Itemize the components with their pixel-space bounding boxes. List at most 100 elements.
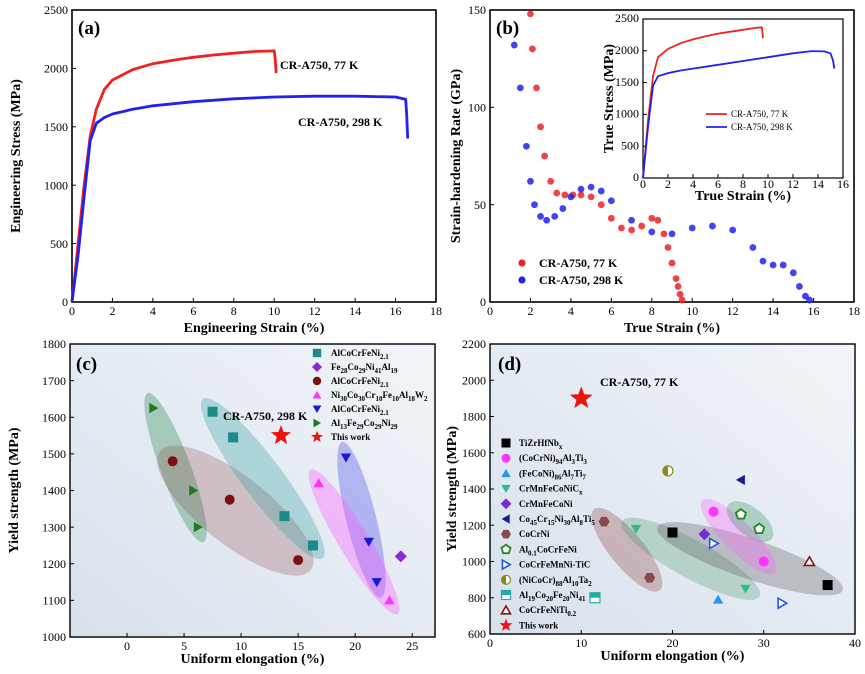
- y-tick-label: 1400: [42, 484, 66, 498]
- y-tick-label: 0: [62, 295, 68, 309]
- y-tick-label: 0: [633, 170, 639, 184]
- cluster-ellipse: [657, 522, 844, 596]
- hardening-point: [796, 283, 803, 290]
- y-tick-label: 2500: [44, 3, 68, 17]
- x-tick-label: 6: [608, 304, 614, 318]
- data-point: [193, 521, 203, 533]
- hardening-point: [547, 177, 555, 185]
- hardening-point: [769, 261, 777, 269]
- data-point: [708, 506, 719, 517]
- hardening-point: [527, 177, 534, 185]
- y-tick-label: 1300: [42, 520, 66, 534]
- hardening-point: [537, 123, 544, 131]
- hardening-point: [527, 10, 534, 18]
- legend-marker: [499, 618, 513, 631]
- legend-text: CR-A750, 298 K: [539, 273, 624, 287]
- legend-text: AlCoCrFeNi2.1: [331, 404, 389, 417]
- x-tick-label: 12: [787, 177, 799, 191]
- data-point: [363, 537, 374, 547]
- x-axis-label: Engineering Strain (%): [184, 321, 325, 336]
- hardening-point: [553, 189, 561, 197]
- hardening-point: [729, 226, 737, 234]
- hardening-point: [749, 244, 757, 251]
- hardening-point: [674, 283, 682, 290]
- inset-curve-1: [642, 50, 836, 179]
- x-tick-label: 6: [190, 304, 196, 318]
- x-tick-label: 14: [767, 304, 779, 318]
- plot-frame: [489, 9, 855, 303]
- data-point: [207, 406, 218, 417]
- hardening-point: [541, 152, 548, 160]
- data-point: [384, 595, 395, 605]
- data-point: [667, 527, 678, 538]
- this-work-label: CR-A750, 77 K: [600, 375, 679, 389]
- x-tick-label: 10: [575, 636, 587, 650]
- y-tick-label: 100: [468, 101, 486, 115]
- x-tick-label: 20: [667, 636, 679, 650]
- y-tick-label: 150: [468, 3, 486, 17]
- hardening-point: [618, 224, 625, 232]
- cluster-ellipse: [700, 498, 777, 575]
- panel-label: (c): [76, 354, 97, 375]
- y-axis-label: Yield strength (MPa): [445, 426, 460, 552]
- legend-text: (NiCoCr)88Al10Ta2: [519, 575, 592, 588]
- hardening-point: [779, 261, 787, 269]
- legend-text: Al0.1CoCrFeNi: [519, 544, 577, 557]
- legend-marker: [311, 430, 323, 443]
- hardening-point: [597, 187, 605, 195]
- data-point: [708, 537, 720, 550]
- hardening-point: [709, 222, 716, 230]
- hardening-point: [551, 212, 559, 220]
- y-tick-label: 1500: [42, 447, 66, 461]
- x-tick-label: 20: [349, 639, 361, 653]
- y-tick-label: 1000: [615, 107, 639, 121]
- data-point: [271, 425, 291, 445]
- legend-marker: [518, 276, 526, 284]
- y-tick-label: 500: [621, 138, 639, 152]
- hardening-point: [587, 193, 595, 201]
- x-tick-label: 14: [812, 177, 824, 191]
- x-tick-label: 14: [349, 304, 361, 318]
- x-tick-label: 16: [390, 304, 402, 318]
- hardening-point: [607, 214, 615, 222]
- hardening-point: [529, 45, 536, 53]
- cluster-ellipse: [157, 445, 314, 576]
- panel-label: (b): [496, 18, 519, 39]
- x-tick-label: 30: [758, 636, 770, 650]
- hardening-point: [523, 142, 530, 150]
- y-tick-label: 1600: [462, 446, 486, 460]
- legend-marker: [501, 438, 511, 448]
- curve-label: CR-A750, 77 K: [280, 58, 359, 72]
- legend-marker: [501, 558, 512, 571]
- x-tick-label: 6: [715, 177, 721, 191]
- x-tick-label: 0: [640, 177, 646, 191]
- x-tick-label: 10: [268, 304, 280, 318]
- x-tick-label: 2: [109, 304, 115, 318]
- hardening-point: [559, 205, 567, 212]
- cluster-ellipse: [621, 517, 761, 600]
- data-point: [394, 550, 407, 563]
- hardening-point: [638, 222, 646, 230]
- y-tick-label: 2000: [44, 62, 68, 76]
- hardening-point: [789, 269, 797, 277]
- x-tick-label: 18: [848, 304, 860, 318]
- data-point: [803, 555, 816, 567]
- hardening-point: [537, 212, 544, 220]
- x-tick-label: 4: [150, 304, 156, 318]
- legend-marker: [312, 405, 322, 413]
- plot-background: [70, 344, 435, 637]
- x-tick-label: 12: [309, 304, 321, 318]
- hardening-point: [676, 290, 684, 298]
- x-tick-label: 10: [686, 304, 698, 318]
- y-tick-label: 1800: [462, 410, 486, 424]
- legend-marker: [518, 259, 526, 267]
- legend-text: AlCoCrFeNi2.1: [331, 376, 389, 389]
- y-tick-label: 1200: [42, 557, 66, 571]
- legend-text: CoCrFeNiTi0.2: [519, 605, 577, 618]
- y-tick-label: 1000: [42, 630, 66, 644]
- inset-legend-text: CR-A750, 298 K: [731, 122, 793, 132]
- legend-marker: [500, 498, 512, 510]
- data-point: [822, 580, 833, 591]
- plot-background: [490, 344, 855, 634]
- legend-text: Al13Fe29Co29Ni29: [331, 418, 398, 431]
